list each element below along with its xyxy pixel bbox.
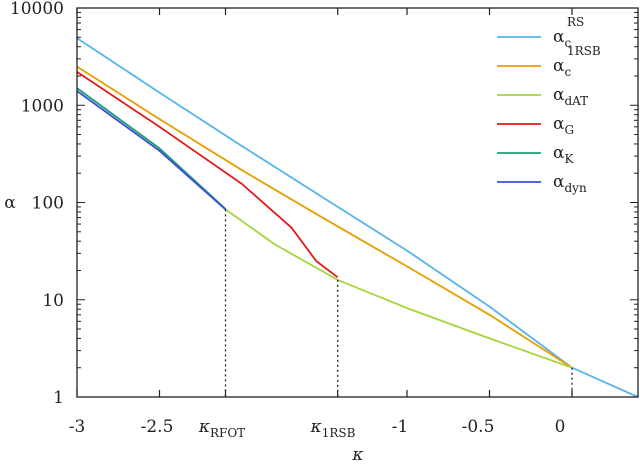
series-line [224,208,573,369]
axis-ticks [76,8,638,398]
x-tick-label: -3 [69,417,86,437]
legend-entry: αc [553,27,571,50]
legend-entry: αdAT [553,85,588,108]
x-tick-label: 0 [555,417,566,437]
svg-text:RS: RS [567,15,584,29]
chart-curves [76,37,639,398]
y-tick-label: 1000 [21,96,64,116]
y-tick-labels: 1 10 100 1000 10000 [10,0,64,408]
y-axis-label: α [4,193,16,213]
y-tick-label: 10000 [10,0,64,19]
legend-entry: αG [553,114,574,137]
x-tick-label: -0.5 [462,417,495,437]
legend-entry: αc [553,56,571,79]
x-axis-label: κ [351,445,363,465]
x-tick-label: -2.5 [141,417,174,437]
x-tick-label: κRFOT [198,417,245,440]
series-line [76,65,573,369]
series-line [76,71,339,279]
y-tick-label: 100 [32,194,64,214]
y-tick-label: 1 [53,388,64,408]
y-tick-label: 10 [42,291,64,311]
svg-text:1RSB: 1RSB [567,44,601,58]
series-line [76,90,227,211]
legend-entry: αdyn [553,172,587,195]
x-tick-label: κ1RSB [310,417,356,440]
x-tick-label: -1 [392,417,409,437]
legend-entry: αK [553,143,574,166]
reference-lines [224,209,573,397]
series-line [76,37,639,398]
x-tick-labels: -3 -2.5 κRFOT κ1RSB -1 -0.5 0 [69,417,566,440]
